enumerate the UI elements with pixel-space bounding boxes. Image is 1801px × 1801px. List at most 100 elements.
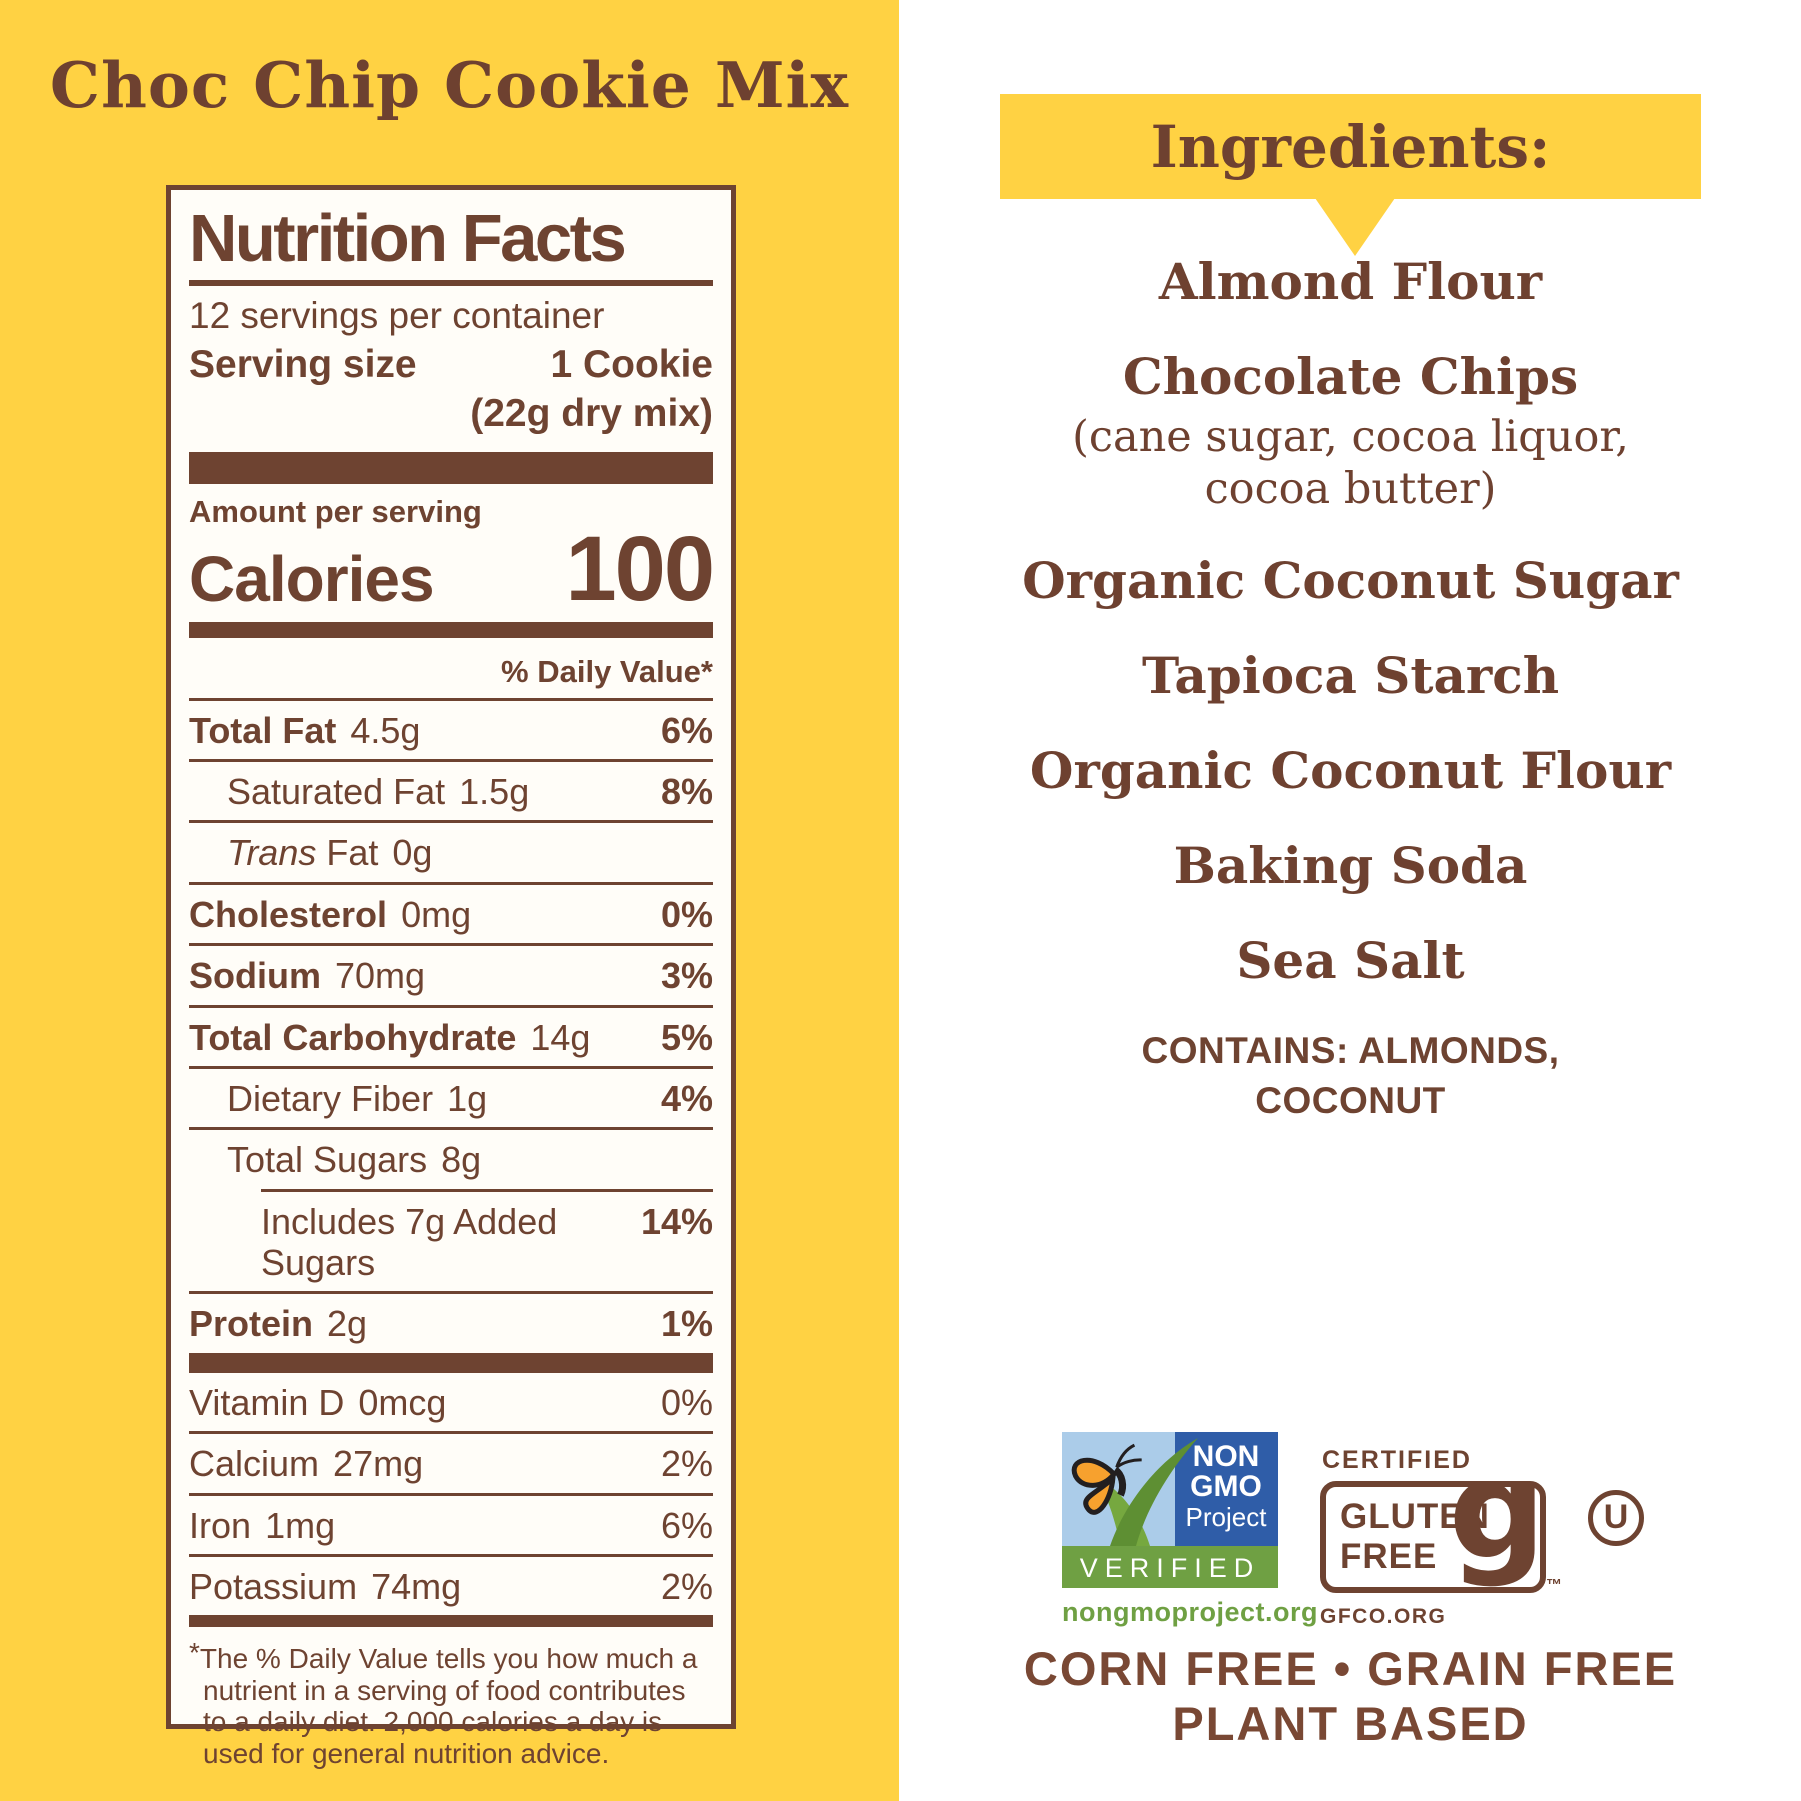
nutrient-amount: 70mg	[335, 955, 426, 997]
serving-size-label: Serving size	[189, 342, 417, 386]
ingredient-baking-soda: Baking Soda	[1173, 836, 1528, 896]
ingredient-sub-line: cocoa butter)	[1204, 463, 1497, 514]
ingredient-organic-coconut-sugar: Organic Coconut Sugar	[1022, 551, 1679, 611]
allergen-line: COCONUT	[1255, 1080, 1446, 1122]
serving-size-value: 1 Cookie	[550, 342, 713, 386]
ingredients-banner: Ingredients:	[1000, 94, 1701, 199]
nutrient-name: Saturated Fat	[227, 770, 446, 812]
nutrient-name-italic: Trans	[227, 832, 317, 874]
svg-text:Project: Project	[1186, 1502, 1268, 1532]
kosher-u-letter: U	[1603, 1498, 1629, 1536]
vitamin-row-potassium: Potassium 74mg 2%	[189, 1554, 713, 1615]
nutrient-dv: 4%	[660, 1077, 713, 1119]
nutrient-row-total-sugars: Total Sugars 8g	[189, 1127, 713, 1188]
claims-line-2: PLANT BASED	[1172, 1696, 1529, 1750]
claims-text: CORN FREE • GRAIN FREE PLANT BASED	[900, 1642, 1801, 1752]
vitamin-row-calcium: Calcium 27mg 2%	[189, 1431, 713, 1492]
svg-text:GMO: GMO	[1190, 1470, 1262, 1503]
nutrient-name: Total Fat	[189, 709, 337, 751]
nutrient-dv: 6%	[660, 1504, 713, 1546]
nutrient-dv: 0%	[660, 1381, 713, 1423]
nutrient-row-total-fat: Total Fat 4.5g 6%	[189, 697, 713, 759]
daily-value-footnote: *The % Daily Value tells you how much a …	[189, 1637, 713, 1768]
allergen-statement: CONTAINS: ALMONDS, COCONUT	[900, 1026, 1801, 1126]
nutrient-amount: 0mcg	[358, 1381, 447, 1423]
nutrient-row-sodium: Sodium 70mg 3%	[189, 943, 713, 1004]
nutrient-name: Iron	[189, 1504, 252, 1546]
ingredient-sea-salt: Sea Salt	[1236, 931, 1465, 991]
medium-divider	[189, 621, 713, 638]
vitamin-row-iron: Iron 1mg 6%	[189, 1492, 713, 1554]
ingredients-header: Ingredients:	[1150, 112, 1551, 181]
nutrient-dv: 5%	[660, 1016, 713, 1058]
ingredient-organic-coconut-flour: Organic Coconut Flour	[1029, 741, 1672, 801]
nutrient-row-cholesterol: Cholesterol 0mg 0%	[189, 881, 713, 943]
nutrient-dv: 2%	[660, 1443, 713, 1485]
ingredient-almond-flour: Almond Flour	[1158, 252, 1543, 311]
trademark-symbol: ™	[1546, 1577, 1562, 1594]
nutrient-row-added-sugars: Includes 7g Added Sugars 14%	[261, 1188, 713, 1292]
footnote-asterisk: *	[189, 1637, 200, 1669]
nutrient-name: Sodium	[189, 955, 321, 997]
ingredient-chocolate-chips: Chocolate Chips	[1122, 347, 1579, 406]
nutrient-name: Fat	[326, 832, 379, 874]
calories-label: Calories	[189, 543, 435, 616]
non-gmo-seal-icon: NON GMO Project VERIFIED	[1062, 1432, 1278, 1588]
nutrient-amount: 74mg	[371, 1566, 462, 1608]
serving-size-value2: (22g dry mix)	[470, 392, 713, 436]
thick-divider	[189, 1352, 713, 1373]
nutrient-name: Protein	[189, 1303, 314, 1345]
ingredient-sub-line: (cane sugar, cocoa liquor,	[1072, 412, 1629, 462]
gluten-free-box: GLUTEN FREE g ™	[1320, 1443, 1562, 1594]
nutrient-name: Dietary Fiber	[227, 1077, 434, 1119]
gluten-free-url: GFCO.ORG	[1320, 1605, 1447, 1628]
nutrient-amount: 4.5g	[350, 709, 421, 751]
nutrient-name: Total Sugars	[227, 1139, 428, 1181]
nutrient-name: Includes 7g Added Sugars	[261, 1200, 558, 1284]
serving-size-row: Serving size 1 Cookie	[189, 341, 713, 390]
nutrient-amount: 0g	[392, 832, 433, 874]
ingredient-tapioca-starch: Tapioca Starch	[1141, 646, 1560, 706]
nutrition-facts-panel: Nutrition Facts 12 servings per containe…	[166, 185, 736, 1769]
svg-text:VERIFIED: VERIFIED	[1080, 1553, 1261, 1583]
nutrient-row-saturated-fat: Saturated Fat 1.5g 8%	[189, 758, 713, 820]
nutrient-dv: 0%	[660, 893, 713, 935]
nutrient-amount: 27mg	[333, 1443, 424, 1485]
allergen-line: CONTAINS: ALMONDS,	[1141, 1030, 1560, 1072]
servings-per-container: 12 servings per container	[189, 295, 605, 337]
nutrient-name: Potassium	[189, 1566, 358, 1608]
nutrient-amount: 8g	[441, 1139, 482, 1181]
nutrient-dv: 3%	[660, 955, 713, 997]
gluten-free-certified-label: CERTIFIED	[1322, 1446, 1472, 1474]
nutrient-dv: 2%	[660, 1566, 713, 1608]
kosher-ou-icon: U	[1588, 1490, 1644, 1546]
nutrient-amount: 2g	[327, 1303, 368, 1345]
nutrient-name: Cholesterol	[189, 893, 388, 935]
footnote-text: The % Daily Value tells you how much a n…	[199, 1643, 698, 1769]
nutrient-name: Calcium	[189, 1443, 320, 1485]
calories-value: 100	[565, 518, 715, 621]
nutrient-amount: 14g	[530, 1016, 591, 1058]
ingredients-banner-pointer	[1315, 198, 1395, 256]
gluten-free-g-icon: g	[1448, 1432, 1546, 1590]
amount-per-serving: Amount per serving	[189, 494, 482, 530]
nutrient-amount: 1g	[447, 1077, 488, 1119]
nutrient-dv: 1%	[660, 1303, 713, 1345]
nutrient-dv: 14%	[640, 1200, 713, 1242]
nutrient-amount: 1.5g	[459, 770, 530, 812]
product-title: Choc Chip Cookie Mix	[49, 48, 850, 122]
ingredient-chocolate-chips-sub: (cane sugar, cocoa liquor, cocoa butter)	[900, 412, 1801, 515]
thick-divider	[189, 452, 713, 485]
gluten-free-word: GLUTEN	[1340, 1497, 1490, 1536]
calories-row: Calories 100	[189, 518, 715, 621]
nutrient-name: Vitamin D	[189, 1381, 345, 1423]
daily-value-header: % Daily Value*	[501, 653, 713, 689]
non-gmo-url: nongmoproject.org	[1062, 1597, 1318, 1627]
nutrient-dv: 8%	[660, 770, 713, 812]
nutrient-row-dietary-fiber: Dietary Fiber 1g 4%	[189, 1065, 713, 1127]
nutrient-amount: 0mg	[401, 893, 472, 935]
gluten-free-word: FREE	[1340, 1536, 1438, 1576]
nutrient-row-protein: Protein 2g 1%	[189, 1291, 713, 1352]
nutrient-name: Total Carbohydrate	[189, 1016, 517, 1058]
